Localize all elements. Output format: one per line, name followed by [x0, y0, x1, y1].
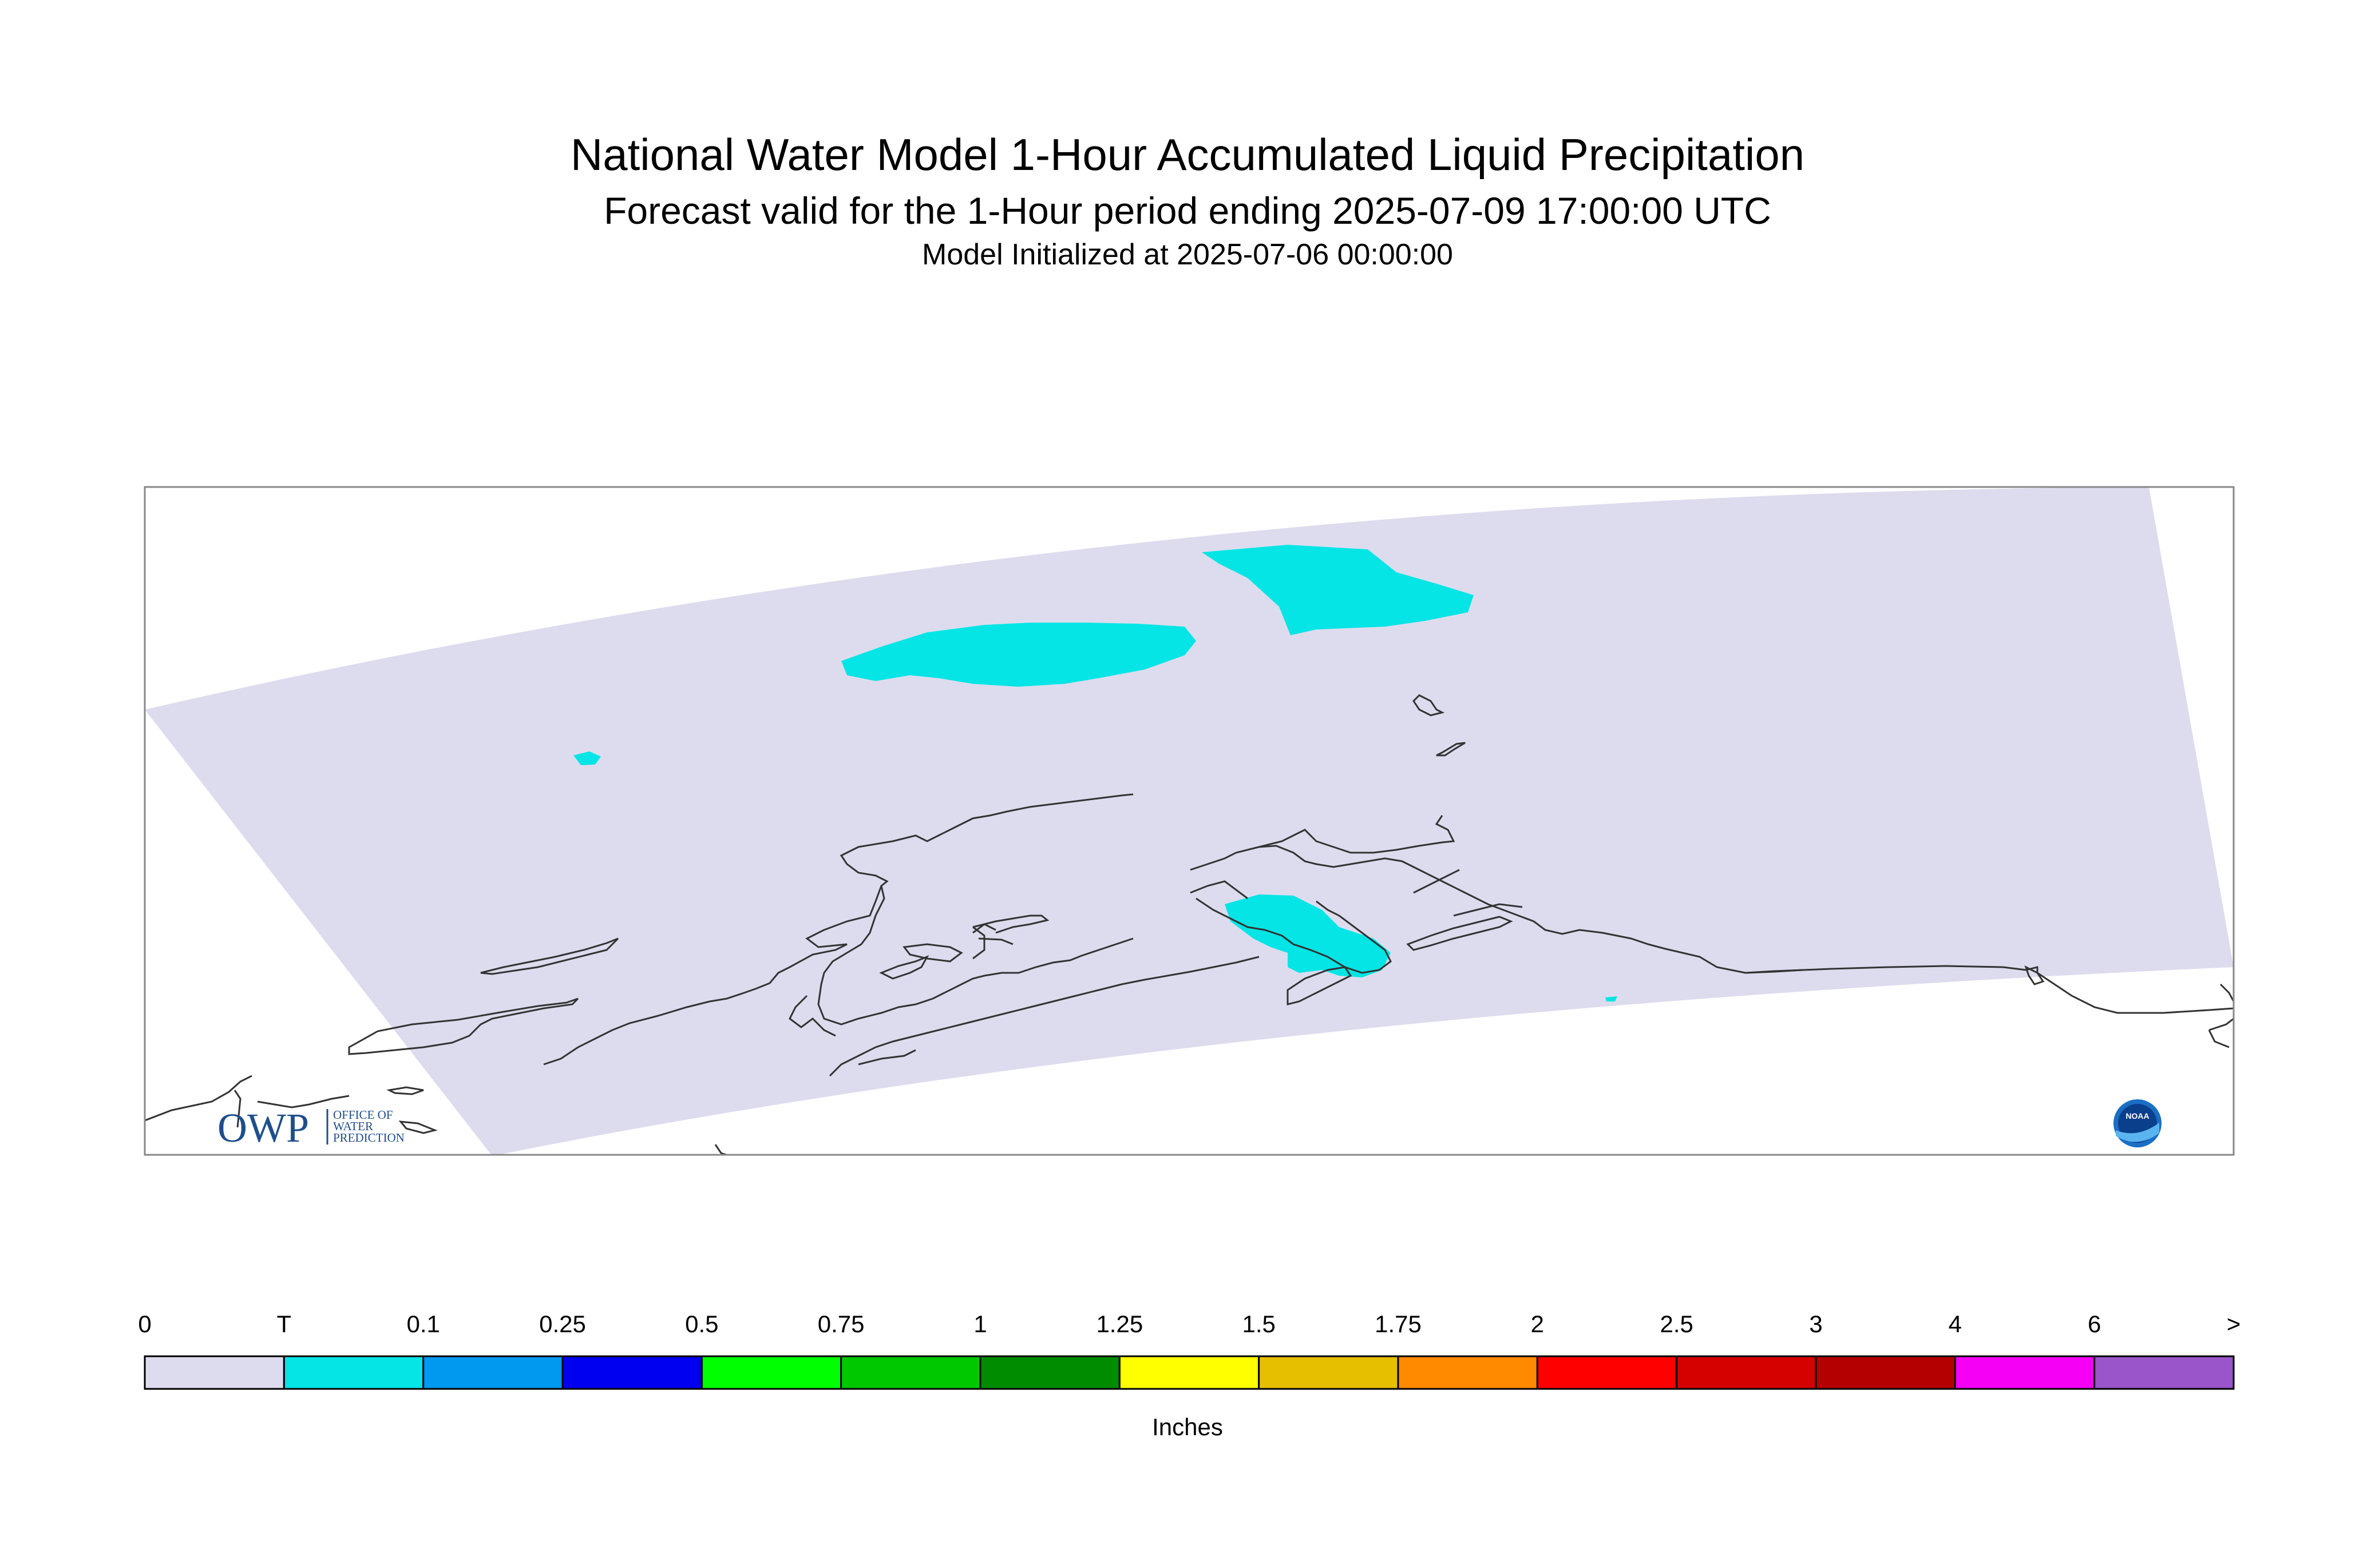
model-domain-area: [145, 487, 2234, 1155]
legend-label-0: 0: [138, 1310, 152, 1337]
map-subtitle: Forecast valid for the 1-Hour period end…: [604, 189, 1771, 232]
legend-swatch-5: [840, 1355, 981, 1390]
legend-swatch-2: [422, 1355, 564, 1390]
owp-logo-line2: WATER: [333, 1119, 373, 1133]
precip-area-tiny: [1605, 996, 1617, 1001]
legend-label-9: 1.75: [1375, 1310, 1422, 1337]
legend-swatch-14: [2093, 1355, 2235, 1390]
legend-swatch-9: [1397, 1355, 1538, 1390]
legend-label-10: 2: [1530, 1310, 1545, 1337]
legend-frame: [144, 1355, 2235, 1390]
legend-color-bar: [144, 1355, 2235, 1390]
legend-swatch-4: [700, 1355, 842, 1390]
legend-label-6: 1: [973, 1310, 987, 1337]
legend-label-15: >: [2226, 1310, 2241, 1337]
legend-swatch-7: [1118, 1355, 1260, 1390]
legend-swatch-6: [979, 1355, 1121, 1390]
legend-swatch-1: [283, 1355, 425, 1390]
legend-label-4: 0.5: [685, 1310, 719, 1337]
owp-logo-mark: OWP: [217, 1105, 309, 1151]
precip-area-northwest: [841, 623, 1196, 687]
precip-area-north: [1202, 545, 1474, 635]
legend-label-1: T: [276, 1310, 292, 1337]
noaa-logo-icon: NOAA: [2113, 1099, 2162, 1147]
map-title: National Water Model 1-Hour Accumulated …: [570, 129, 1805, 180]
legend-swatch-0: [144, 1355, 285, 1390]
precip-area-cook-inlet: [1225, 894, 1391, 977]
noaa-logo-text: NOAA: [2125, 1111, 2149, 1120]
legend-label-14: 6: [2087, 1310, 2101, 1337]
precip-area-small: [573, 751, 601, 765]
legend-label-11: 2.5: [1660, 1310, 1693, 1337]
legend-label-12: 3: [1809, 1310, 1823, 1337]
legend-label-13: 4: [1948, 1310, 1962, 1337]
legend-swatch-10: [1536, 1355, 1678, 1390]
legend-units: Inches: [1152, 1413, 1223, 1440]
legend-label-8: 1.5: [1242, 1310, 1276, 1337]
owp-logo-line1: OFFICE OF: [333, 1108, 393, 1122]
coastlines: [145, 694, 2234, 1155]
owp-logo-line3: PREDICTION: [333, 1131, 405, 1145]
legend-swatch-8: [1258, 1355, 1399, 1390]
legend-swatch-3: [561, 1355, 703, 1390]
legend-label-5: 0.75: [817, 1310, 865, 1337]
model-init-time: Model Initialized at 2025-07-06 00:00:00: [922, 238, 1453, 271]
legend-swatch-11: [1676, 1355, 1817, 1390]
legend-label-3: 0.25: [539, 1310, 586, 1337]
map-frame: [144, 486, 2235, 1156]
legend-swatch-12: [1815, 1355, 1956, 1390]
legend-label-2: 0.1: [406, 1310, 440, 1337]
legend-label-7: 1.25: [1096, 1310, 1143, 1337]
legend-swatch-13: [1954, 1355, 2096, 1390]
owp-logo: OWP OFFICE OF WATER PREDICTION: [217, 1105, 405, 1151]
